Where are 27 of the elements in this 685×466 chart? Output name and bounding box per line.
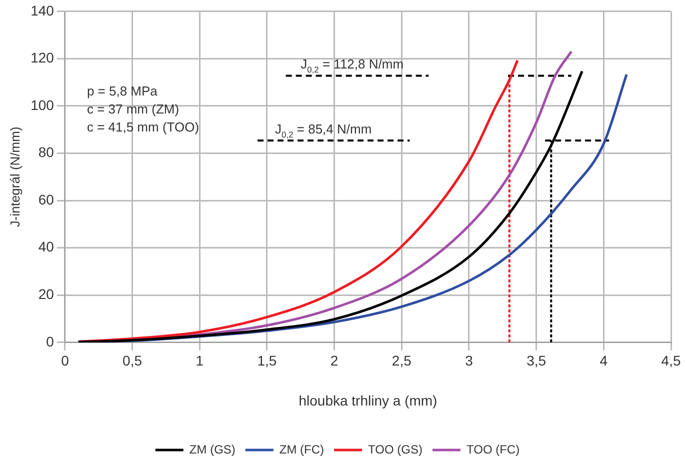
legend-label: ZM (GS) — [189, 442, 236, 456]
annotation: c = 37 mm (ZM) — [86, 101, 180, 116]
x-tick-label: 2,5 — [392, 352, 412, 369]
y-tick-label: 120 — [30, 50, 54, 66]
y-tick-label: 60 — [38, 191, 54, 208]
x-tick-label: 3 — [465, 352, 474, 369]
y-tick-label: 140 — [30, 2, 54, 18]
x-tick-label: 1 — [196, 352, 204, 369]
legend-label: TOO (FC) — [466, 442, 520, 456]
legend-label: ZM (FC) — [279, 442, 324, 456]
y-tick-label: 20 — [38, 286, 54, 302]
y-tick-label: 40 — [38, 238, 54, 255]
y-tick-label: 0 — [46, 333, 54, 350]
x-tick-label: 4,5 — [661, 352, 681, 369]
x-tick-label: 0,5 — [122, 352, 142, 369]
legend-label: TOO (GS) — [368, 442, 422, 456]
x-tick-label: 2 — [330, 352, 338, 369]
x-tick-label: 0 — [61, 352, 70, 369]
y-tick-label: 100 — [30, 96, 54, 113]
x-axis-title: hloubka trhliny a (mm) — [298, 392, 438, 408]
y-tick-label: 80 — [38, 144, 54, 160]
x-tick-label: 4 — [600, 352, 608, 369]
x-tick-label: 3,5 — [526, 352, 546, 369]
annotation: c = 41,5 mm (TOO) — [86, 119, 200, 134]
annotation: p = 5,8 MPa — [86, 83, 158, 98]
y-axis-title: J-integrál (N/mm) — [7, 126, 22, 228]
x-tick-label: 1,5 — [257, 352, 277, 369]
